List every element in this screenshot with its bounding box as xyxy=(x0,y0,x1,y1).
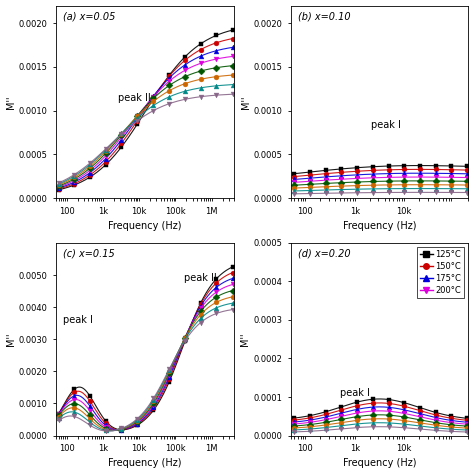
Text: (c) x=0.15: (c) x=0.15 xyxy=(63,249,115,259)
Text: (d) x=0.20: (d) x=0.20 xyxy=(298,249,350,259)
Text: peak I: peak I xyxy=(371,120,401,130)
X-axis label: Frequency (Hz): Frequency (Hz) xyxy=(343,221,416,231)
Text: peak I: peak I xyxy=(63,315,92,325)
Y-axis label: M'': M'' xyxy=(6,95,16,109)
Y-axis label: M'': M'' xyxy=(241,95,251,109)
X-axis label: Frequency (Hz): Frequency (Hz) xyxy=(108,458,182,468)
X-axis label: Frequency (Hz): Frequency (Hz) xyxy=(108,221,182,231)
Legend: 125°C, 150°C, 175°C, 200°C: 125°C, 150°C, 175°C, 200°C xyxy=(417,247,464,299)
Y-axis label: M'': M'' xyxy=(240,332,250,346)
Text: peak II: peak II xyxy=(118,93,151,103)
X-axis label: Frequency (Hz): Frequency (Hz) xyxy=(343,458,416,468)
Y-axis label: M'': M'' xyxy=(6,332,16,346)
Text: peak I: peak I xyxy=(340,388,370,398)
Text: (b) x=0.10: (b) x=0.10 xyxy=(298,11,350,21)
Text: (a) x=0.05: (a) x=0.05 xyxy=(63,11,115,21)
Text: peak II: peak II xyxy=(184,273,217,283)
